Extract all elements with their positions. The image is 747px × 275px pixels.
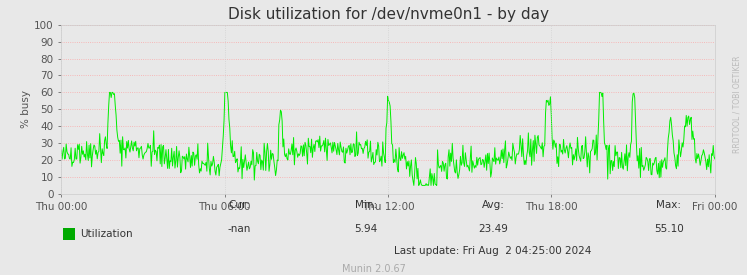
Text: Max:: Max: — [656, 200, 681, 210]
Text: Min:: Min: — [355, 200, 377, 210]
Text: 23.49: 23.49 — [478, 224, 508, 234]
Text: Avg:: Avg: — [482, 200, 504, 210]
Text: Munin 2.0.67: Munin 2.0.67 — [341, 264, 406, 274]
Text: Utilization: Utilization — [80, 229, 132, 239]
Text: -nan: -nan — [227, 224, 251, 234]
Text: RRDTOOL / TOBI OETIKER: RRDTOOL / TOBI OETIKER — [733, 56, 742, 153]
Text: Cur:: Cur: — [228, 200, 250, 210]
Text: 55.10: 55.10 — [654, 224, 684, 234]
Y-axis label: % busy: % busy — [21, 90, 31, 128]
Text: Last update: Fri Aug  2 04:25:00 2024: Last update: Fri Aug 2 04:25:00 2024 — [394, 246, 592, 256]
Title: Disk utilization for /dev/nvme0n1 - by day: Disk utilization for /dev/nvme0n1 - by d… — [228, 7, 548, 22]
Text: 5.94: 5.94 — [354, 224, 378, 234]
